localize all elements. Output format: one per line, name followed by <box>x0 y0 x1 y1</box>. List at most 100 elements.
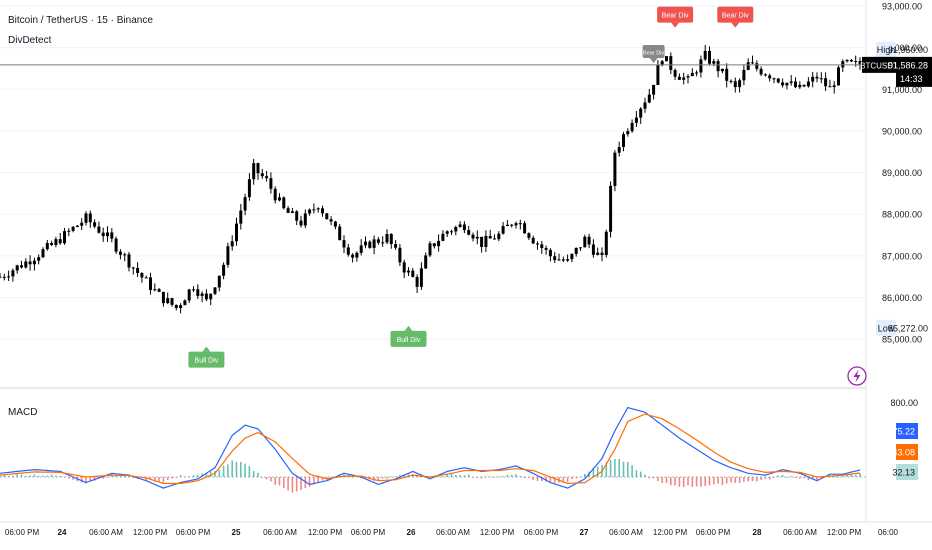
histogram-bar[interactable] <box>515 474 517 477</box>
histogram-bar[interactable] <box>790 476 792 478</box>
candle[interactable] <box>819 72 823 84</box>
candle[interactable] <box>540 240 544 254</box>
candle[interactable] <box>0 272 2 278</box>
histogram-bar[interactable] <box>730 477 732 483</box>
candle[interactable] <box>832 81 836 94</box>
candle[interactable] <box>247 173 251 201</box>
candle[interactable] <box>652 84 656 100</box>
histogram-bar[interactable] <box>756 477 758 482</box>
histogram-bar[interactable] <box>50 474 53 477</box>
candle[interactable] <box>235 217 238 246</box>
candle[interactable] <box>389 233 393 249</box>
histogram-bar[interactable] <box>42 475 44 477</box>
candle[interactable] <box>849 59 853 63</box>
histogram-bar[interactable] <box>541 477 543 482</box>
candle[interactable] <box>200 291 204 303</box>
candle[interactable] <box>239 204 243 230</box>
candle[interactable] <box>183 299 187 306</box>
histogram-bar[interactable] <box>811 477 814 480</box>
histogram-bar[interactable] <box>154 477 156 482</box>
histogram-bar[interactable] <box>459 475 461 477</box>
histogram-bar[interactable] <box>704 477 706 487</box>
candle[interactable] <box>561 256 565 263</box>
histogram-bar[interactable] <box>119 476 122 477</box>
candle[interactable] <box>617 141 621 157</box>
candle[interactable] <box>110 228 114 243</box>
histogram-bar[interactable] <box>29 475 31 477</box>
candle[interactable] <box>531 235 535 245</box>
histogram-bar[interactable] <box>390 476 393 478</box>
candle[interactable] <box>80 218 84 231</box>
histogram-bar[interactable] <box>614 459 616 477</box>
candle[interactable] <box>351 253 355 263</box>
candle[interactable] <box>204 289 208 302</box>
histogram-bar[interactable] <box>235 461 238 477</box>
candle[interactable] <box>441 230 445 242</box>
histogram-bar[interactable] <box>37 475 40 477</box>
histogram-bar[interactable] <box>665 477 668 484</box>
candle[interactable] <box>518 219 522 230</box>
price-axis[interactable]: 93,000.00 92,000.00 91,000.00 90,000.00 89,0… <box>882 2 922 345</box>
candle[interactable] <box>118 249 122 260</box>
histogram-bar[interactable] <box>532 477 534 480</box>
histogram-bar[interactable] <box>338 474 341 477</box>
candle[interactable] <box>123 252 127 262</box>
histogram-bar[interactable] <box>85 477 87 484</box>
histogram-bar[interactable] <box>115 475 117 477</box>
histogram-bar[interactable] <box>639 471 642 477</box>
histogram-bar[interactable] <box>106 477 109 478</box>
histogram-bar[interactable] <box>592 467 595 477</box>
candle[interactable] <box>372 235 376 255</box>
candle[interactable] <box>295 210 299 226</box>
candle[interactable] <box>510 223 514 228</box>
candle[interactable] <box>746 58 750 71</box>
candle[interactable] <box>346 243 350 257</box>
candle[interactable] <box>630 119 634 133</box>
histogram-bar[interactable] <box>274 477 276 485</box>
candle[interactable] <box>45 240 49 251</box>
histogram-bar[interactable] <box>283 477 285 488</box>
histogram-bar[interactable] <box>713 477 715 485</box>
candle[interactable] <box>136 262 140 277</box>
histogram-bar[interactable] <box>244 463 246 477</box>
candle[interactable] <box>71 225 75 233</box>
histogram-bar[interactable] <box>55 475 57 477</box>
candle[interactable] <box>467 225 471 236</box>
candle[interactable] <box>673 68 677 80</box>
histogram-bar[interactable] <box>502 476 504 477</box>
candle[interactable] <box>613 150 617 192</box>
candle[interactable] <box>781 78 785 88</box>
candle[interactable] <box>368 240 372 249</box>
candle[interactable] <box>488 229 492 239</box>
histogram-bar[interactable] <box>437 475 440 477</box>
candle[interactable] <box>690 68 694 77</box>
histogram-bar[interactable] <box>584 473 586 477</box>
histogram-bar[interactable] <box>20 474 23 477</box>
indicator-label[interactable]: DivDetect <box>8 35 52 46</box>
divergence-label-neutral[interactable]: Bear Div <box>642 45 665 64</box>
candle[interactable] <box>763 73 767 77</box>
histogram-bar[interactable] <box>407 474 410 477</box>
histogram-bar[interactable] <box>231 460 233 477</box>
candle[interactable] <box>776 78 780 84</box>
candle[interactable] <box>381 236 385 247</box>
candle[interactable] <box>794 77 797 89</box>
histogram-bar[interactable] <box>360 477 362 479</box>
histogram-bar[interactable] <box>300 477 302 490</box>
candle[interactable] <box>768 73 772 82</box>
candle[interactable] <box>273 186 277 204</box>
histogram-bar[interactable] <box>188 476 190 478</box>
histogram-bar[interactable] <box>308 477 311 487</box>
histogram-bar[interactable] <box>403 475 405 477</box>
candle[interactable] <box>106 226 109 242</box>
candle[interactable] <box>493 234 496 240</box>
histogram-bar[interactable] <box>399 475 401 477</box>
histogram-bar[interactable] <box>455 474 457 477</box>
candle[interactable] <box>333 220 337 230</box>
histogram-bar[interactable] <box>506 474 509 477</box>
divergence-label-bull[interactable]: Bull Div <box>390 325 427 347</box>
histogram-bar[interactable] <box>820 477 823 478</box>
candle[interactable] <box>140 272 144 283</box>
candle[interactable] <box>454 225 458 236</box>
candle[interactable] <box>505 220 509 227</box>
